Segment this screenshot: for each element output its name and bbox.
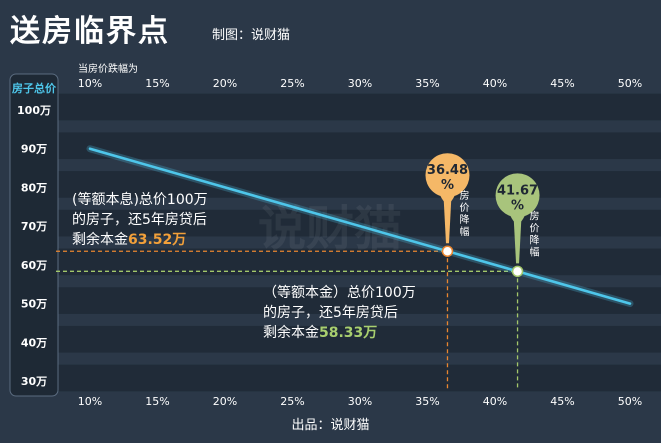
grid-band [56,209,661,237]
y-tick-label: 40万 [21,336,47,349]
x-tick-label-bottom: 20% [213,395,237,408]
x-tick-label-bottom: 50% [618,395,642,408]
marker-pin: 36.48% 房价降幅 [425,153,470,257]
pin-value: 41.67 [497,183,538,198]
grid-band [56,132,661,160]
x-tick-label-top: 15% [145,77,169,90]
grid-band [56,364,661,392]
note-line: (等额本息)总价100万 [72,192,208,208]
pin-stem [443,195,452,244]
x-tick-label-bottom: 30% [348,395,372,408]
pin-side-label: 房价降幅 [530,209,540,258]
x-tick-label-top: 40% [483,77,507,90]
pin-side-label: 房价降幅 [459,189,469,238]
y-tick-label: 60万 [21,259,47,272]
x-tick-label-top: 50% [618,77,642,90]
note-value: 58.33万 [319,325,378,341]
y-tick-label: 100万 [17,104,51,117]
chart-title: 送房临界点 [10,14,170,49]
y-axis-title: 房子总价 [12,81,57,95]
note-line: （等额本金）总价100万 [263,285,416,301]
grid-band [56,287,661,314]
note-line: 剩余本金 [263,325,319,341]
note-line: 剩余本金 [72,232,128,248]
x-tick-label-bottom: 10% [78,395,102,408]
grid-band [56,93,661,121]
note-equal-installment: (等额本息)总价100万 的房子，还5年房贷后 剩余本金63.52万 [72,190,208,250]
watermark: 说财猫 [258,201,402,257]
x-tick-label-bottom: 25% [280,395,304,408]
x-tick-label-top: 25% [280,77,304,90]
x-tick-label-top: 35% [415,77,439,90]
x-tick-label-bottom: 35% [415,395,439,408]
y-tick-label: 50万 [21,298,47,311]
y-tick-label: 30万 [21,375,47,388]
y-tick-label: 70万 [21,220,47,233]
note-value: 63.52万 [128,232,187,248]
pin-value: 36.48 [427,163,468,178]
x-tick-label-bottom: 45% [550,395,574,408]
x-tick-label-top: 45% [550,77,574,90]
grid-band [56,325,661,353]
x-tick-label-top: 20% [213,77,237,90]
x-tick-label-bottom: 15% [145,395,169,408]
pin-unit: % [511,198,524,213]
pin-balloon [425,153,470,198]
marker-point [511,265,524,278]
note-line: 的房子，还5年房贷后 [263,305,398,321]
chart-credit: 制图：说财猫 [212,28,291,43]
pin-balloon [495,173,540,218]
pin-unit: % [441,178,454,193]
marker-point [441,245,454,257]
grid-band [56,171,661,198]
footer-source: 出品：说财猫 [291,418,370,433]
y-axis-panel [9,73,59,397]
note-line: 的房子，还5年房贷后 [72,212,207,228]
y-tick-label: 90万 [21,143,47,156]
x-axis-title: 当房价跌幅为 [78,62,138,75]
x-tick-label-top: 10% [78,77,102,90]
pin-stem [513,215,522,264]
marker-pin: 41.67% 房价降幅 [495,173,540,278]
x-tick-label-top: 30% [348,77,372,90]
x-tick-label-bottom: 40% [483,395,507,408]
series-line [88,147,632,305]
note-equal-principal: （等额本金）总价100万 的房子，还5年房贷后 剩余本金58.33万 [263,283,416,343]
y-tick-label: 80万 [21,181,47,194]
